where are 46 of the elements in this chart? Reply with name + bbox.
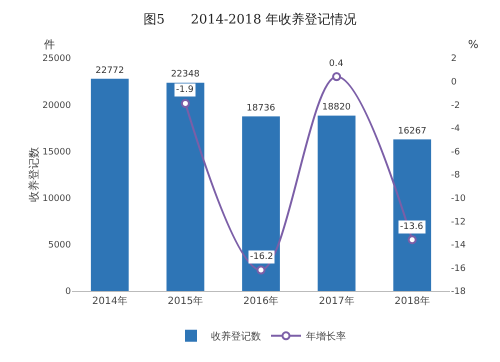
y-tick-label: 0 — [65, 287, 72, 298]
text: % — [468, 38, 478, 51]
point — [180, 98, 190, 108]
y2-tick-label: -10 — [451, 194, 466, 204]
y2-tick-label: 0 — [451, 77, 457, 88]
y-tick-label: 25000 — [42, 54, 72, 64]
data-label: 16267 — [398, 126, 427, 136]
y2-tick-label: -8 — [451, 170, 460, 181]
y2-tick-label: -12 — [451, 217, 466, 228]
point — [256, 266, 266, 275]
bar — [90, 78, 129, 291]
y2-tick-label: 2 — [451, 54, 457, 64]
bar — [393, 139, 432, 291]
y-tick-label: 15000 — [42, 147, 72, 158]
point — [332, 72, 342, 82]
data-label: 18820 — [322, 102, 352, 113]
y2-tick-label: -14 — [451, 240, 466, 251]
data-label: 22348 — [170, 70, 200, 80]
legend-label: 收养登记数 — [211, 330, 261, 343]
x-tick-label: 2014年 — [92, 295, 128, 307]
data-label: -1.9 — [176, 85, 194, 95]
y-axis-title: 收养登记数 — [27, 147, 40, 202]
chart-title: 图5 2014-2018 年收养登记情况 — [144, 12, 356, 28]
x-tick-label: 2015年 — [168, 295, 204, 307]
y2-tick-label: -18 — [451, 287, 466, 298]
x-tick-label: 2017年 — [318, 295, 354, 307]
y2-tick-label: -2 — [451, 100, 460, 111]
y2-tick-label: -6 — [451, 147, 460, 158]
x-tick-label: 2016年 — [243, 295, 279, 307]
data-label: 0.4 — [329, 59, 344, 69]
bar — [166, 82, 204, 291]
point — [408, 235, 417, 244]
bar — [242, 116, 280, 291]
data-label: 18736 — [246, 103, 276, 114]
data-label: 22772 — [95, 66, 124, 76]
text: 件 — [44, 38, 55, 51]
data-label: -16.2 — [250, 252, 274, 262]
legend-label: 年增长率 — [306, 330, 346, 343]
y-tick-label: 5000 — [48, 240, 72, 251]
y2-tick-label: -4 — [451, 124, 460, 134]
y-tick-label: 20000 — [42, 100, 72, 111]
data-label: -13.6 — [400, 222, 424, 232]
x-tick-label: 2018年 — [394, 295, 430, 307]
y-tick-label: 10000 — [42, 194, 72, 204]
bar — [318, 116, 356, 291]
y2-tick-label: -16 — [451, 264, 466, 274]
